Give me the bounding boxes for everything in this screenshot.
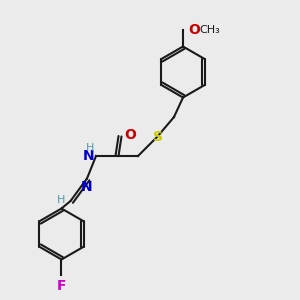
Text: S: S bbox=[152, 130, 163, 143]
Text: O: O bbox=[124, 128, 136, 142]
Text: H: H bbox=[86, 142, 94, 153]
Text: O: O bbox=[188, 23, 200, 37]
Text: CH₃: CH₃ bbox=[200, 25, 220, 35]
Text: N: N bbox=[81, 180, 93, 194]
Text: H: H bbox=[57, 194, 65, 205]
Text: N: N bbox=[83, 149, 94, 163]
Text: F: F bbox=[57, 279, 66, 293]
